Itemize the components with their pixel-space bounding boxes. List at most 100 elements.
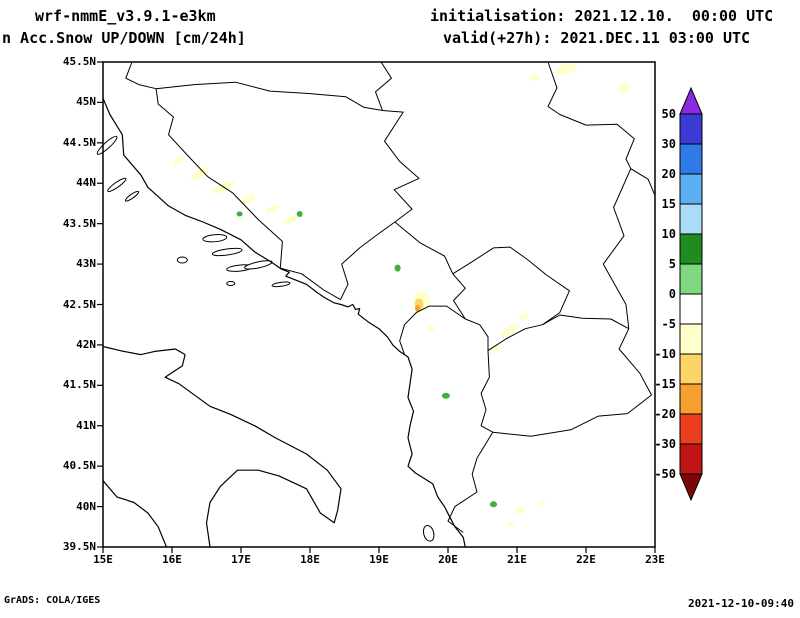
snow-shaded-patch	[415, 305, 421, 312]
lon-tick-label: 23E	[645, 553, 665, 566]
lat-tick-label: 45.5N	[62, 55, 96, 68]
grads-credit-label: GrADS: COLA/IGES	[4, 595, 101, 606]
country-border	[155, 88, 283, 269]
island-outline	[211, 247, 243, 257]
colorbar-tick-label: 50	[662, 107, 676, 121]
country-border	[452, 273, 466, 320]
colorbar-tick-label: 10	[662, 227, 676, 241]
colorbar-band	[679, 263, 703, 295]
snow-shaded-patch	[394, 264, 401, 272]
lat-tick-label: 42N	[76, 337, 96, 351]
snow-shaded-patch	[265, 205, 279, 213]
snow-shaded-patch	[489, 344, 501, 354]
country-border	[375, 61, 392, 111]
country-border	[487, 314, 630, 352]
country-border	[492, 394, 652, 437]
snow-shaded-patch	[506, 521, 515, 527]
colorbar-tick-label: -30	[654, 437, 676, 451]
map-plot-area	[96, 61, 656, 553]
colorbar-band	[679, 353, 703, 385]
lon-tick-label: 21E	[507, 553, 527, 566]
island-outline	[422, 524, 435, 542]
lat-tick-label: 40N	[76, 499, 96, 513]
colorbar-band	[679, 113, 703, 145]
colorbar-tick-label: -15	[654, 377, 676, 391]
snow-shaded-patch	[490, 501, 497, 508]
snow-shaded-patch	[240, 194, 256, 205]
snow-shaded-patch	[514, 507, 527, 514]
lat-tick-label: 44N	[76, 176, 96, 190]
snow-shaded-patch	[426, 325, 435, 332]
island-outline	[202, 234, 228, 243]
island-outline	[271, 281, 291, 288]
snow-shaded-patch	[236, 211, 243, 217]
snow-shaded-patch	[296, 211, 303, 217]
country-border	[480, 350, 494, 433]
colorbar-tick-label: 20	[662, 167, 676, 181]
country-border	[452, 246, 570, 326]
snow-shaded-patch	[500, 323, 520, 338]
lon-tick-label: 18E	[300, 553, 320, 566]
colorbar-band	[679, 443, 703, 475]
colorbar-bottom-triangle	[679, 473, 703, 502]
creation-timestamp-label: 2021-12-10-09:40	[688, 597, 794, 610]
colorbar: 50 30 20 15 10 5 0 -5 -10 -15 -20 -30 -50	[650, 84, 706, 510]
island-outline	[176, 256, 188, 264]
country-border	[280, 267, 341, 301]
colorbar-band	[679, 413, 703, 445]
lon-tick-label: 20E	[438, 553, 458, 566]
country-border	[394, 221, 454, 275]
lon-tick-label: 17E	[231, 553, 251, 566]
snow-shaded-patch	[190, 167, 209, 180]
country-border	[618, 328, 652, 396]
init-time-label: initialisation: 2021.12.10. 00:00 UTC	[430, 7, 774, 25]
colorbar-band	[679, 143, 703, 175]
country-border	[447, 431, 494, 533]
valid-time-label: valid(+27h): 2021.DEC.11 03:00 UTC	[443, 29, 751, 47]
island-outline	[107, 177, 127, 193]
colorbar-tick-label: -10	[654, 347, 676, 361]
colorbar-band	[679, 233, 703, 265]
snow-shaded-patch	[529, 75, 540, 82]
snow-shaded-patch	[172, 155, 185, 166]
snow-shaded-patch	[617, 83, 631, 93]
country-border	[156, 81, 383, 111]
lat-tick-label: 43N	[76, 257, 96, 271]
colorbar-tick-label: 5	[669, 257, 676, 271]
lat-tick-label: 42.5N	[62, 297, 96, 311]
product-title-label: n Acc.Snow UP/DOWN [cm/24h]	[2, 29, 246, 47]
country-border	[125, 61, 157, 90]
colorbar-band	[679, 203, 703, 235]
lat-tick-label: 44.5N	[62, 135, 96, 149]
country-border	[399, 305, 466, 355]
colorbar-band	[679, 383, 703, 415]
snow-shaded-patch	[555, 62, 578, 75]
model-title-label: wrf-nmmE_v3.9.1-e3km	[35, 7, 216, 25]
snow-shaded-patch	[283, 215, 299, 224]
colorbar-band	[679, 173, 703, 205]
country-border	[630, 168, 656, 196]
coastline	[102, 345, 342, 548]
colorbar-band	[679, 323, 703, 355]
snow-shaded-patch	[537, 500, 546, 505]
lon-tick-label: 16E	[162, 553, 182, 566]
country-border	[339, 221, 396, 300]
map-canvas	[96, 61, 656, 553]
colorbar-tick-label: 0	[669, 287, 676, 301]
coastline	[102, 98, 466, 548]
colorbar-band	[679, 293, 703, 325]
colorbar-tick-label: 15	[662, 197, 676, 211]
colorbar-top-triangle	[679, 86, 703, 115]
colorbar-tick-label: -50	[654, 467, 676, 481]
lat-tick-label: 40.5N	[62, 459, 96, 473]
island-outline	[96, 135, 118, 155]
country-border	[547, 61, 635, 329]
island-outline	[226, 281, 236, 286]
colorbar-tick-label: -20	[654, 407, 676, 421]
lat-tick-label: 41N	[76, 418, 96, 432]
lat-tick-label: 45N	[76, 95, 96, 109]
snow-shaded-patch	[441, 392, 450, 399]
country-border	[382, 110, 420, 223]
